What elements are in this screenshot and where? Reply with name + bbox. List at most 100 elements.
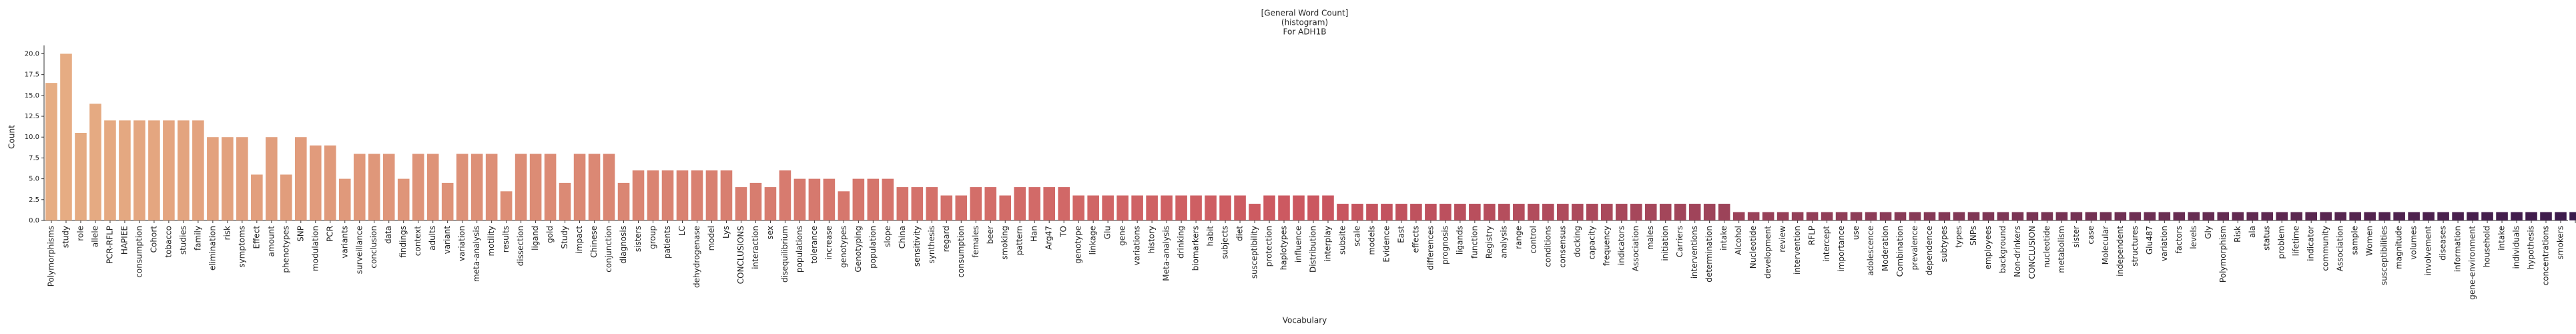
bar — [1688, 204, 1701, 220]
bar — [1381, 204, 1393, 220]
bar — [1337, 204, 1349, 220]
x-tick-label: CONCLUSION — [2027, 226, 2037, 279]
x-tick-label: effects — [1411, 226, 1420, 253]
x-tick-label: importance — [1837, 226, 1846, 272]
x-tick-label: regard — [942, 226, 951, 252]
x-tick-label: intervention — [1793, 226, 1802, 275]
x-tick-label: findings — [398, 226, 408, 258]
bar — [691, 170, 703, 220]
x-tick-label: impact — [575, 226, 584, 254]
x-tick-label: employees — [1983, 226, 1993, 269]
x-tick-label: subjects — [1221, 226, 1230, 259]
bar — [178, 120, 190, 220]
y-tick-label: 20.0 — [25, 50, 39, 57]
x-tick-label: susceptibilities — [2380, 226, 2389, 285]
x-tick-label: variant — [442, 226, 452, 255]
bar — [1762, 212, 1775, 220]
y-tick-label: 10.0 — [25, 134, 39, 141]
bar — [309, 145, 322, 220]
x-tick-label: gene-environment — [2468, 226, 2477, 300]
x-tick-label: structures — [2130, 226, 2140, 267]
bar — [2496, 212, 2508, 220]
x-tick-label: interplay — [1323, 226, 1332, 261]
x-tick-label: pattern — [1015, 226, 1024, 255]
x-tick-label: sisters — [633, 226, 643, 252]
x-tick-label: motility — [487, 226, 496, 257]
bar — [280, 174, 292, 220]
x-tick-label: scale — [1352, 226, 1361, 246]
x-tick-label: nucleotide — [2042, 226, 2051, 268]
bar — [1072, 195, 1084, 220]
bar — [1674, 204, 1686, 220]
x-tick-label: Gly — [2204, 226, 2213, 239]
x-tick-label: TO — [1059, 226, 1068, 238]
x-tick-label: disequilibrium — [780, 226, 789, 283]
x-tick-label: genotype — [1074, 226, 1083, 264]
x-tick-label: control — [1528, 226, 1538, 254]
bar — [222, 137, 234, 220]
x-tick-label: analysis — [1499, 226, 1508, 259]
bar — [2070, 212, 2083, 220]
x-tick-label: information — [2453, 226, 2463, 272]
x-tick-label: influence — [1294, 226, 1303, 263]
bar — [1850, 212, 1863, 220]
x-tick-label: interaction — [751, 226, 760, 269]
x-tick-label: Effect — [252, 226, 261, 249]
bar — [119, 120, 131, 220]
bar — [926, 187, 938, 220]
bar — [353, 154, 366, 220]
bar — [2511, 212, 2523, 220]
bar — [2437, 212, 2449, 220]
x-tick-label: smoking — [1000, 226, 1010, 260]
x-tick-label: Polymorphisms — [46, 226, 55, 287]
x-tick-label: Association — [2336, 226, 2345, 271]
bar — [2202, 212, 2215, 220]
x-tick-label: females — [971, 226, 980, 258]
bar — [1469, 204, 1481, 220]
bar — [426, 154, 439, 220]
bar — [1835, 212, 1848, 220]
bar — [955, 195, 968, 220]
x-tick-label: Glu487 — [2145, 226, 2154, 255]
bar — [368, 154, 380, 220]
bar — [1293, 195, 1305, 220]
x-tick-label: use — [1851, 226, 1861, 240]
bar — [2100, 212, 2112, 220]
x-tick-label: biomarkers — [1191, 226, 1201, 271]
bar — [2144, 212, 2156, 220]
bar — [1249, 204, 1261, 220]
bar — [1043, 187, 1055, 220]
bar — [793, 178, 806, 220]
bar — [2378, 212, 2390, 220]
x-tick-label: conclusion — [369, 226, 378, 269]
bar — [2349, 212, 2361, 220]
bar — [441, 182, 454, 220]
bar — [603, 154, 615, 220]
bar — [251, 174, 263, 220]
bar — [2055, 212, 2068, 220]
x-tick-label: studies — [178, 226, 188, 255]
bar — [2261, 212, 2274, 220]
bar — [1747, 212, 1760, 220]
x-axis-label: Vocabulary — [1283, 316, 1327, 325]
bar — [2246, 212, 2259, 220]
x-tick-label: Study — [560, 226, 569, 249]
bar — [1161, 195, 1173, 220]
bar — [647, 170, 659, 220]
bar — [75, 133, 87, 220]
x-tick-label: Arg47 — [1044, 226, 1054, 250]
x-tick-label: determination — [1704, 226, 1714, 283]
x-tick-label: Registry — [1484, 226, 1494, 259]
bar — [2334, 212, 2346, 220]
x-tick-label: results — [501, 226, 511, 253]
x-tick-label: differences — [1425, 226, 1435, 271]
x-tick-label: involvement — [2424, 226, 2433, 276]
bar — [1865, 212, 1877, 220]
x-tick-label: variants — [340, 226, 349, 259]
bar — [1439, 204, 1452, 220]
x-tick-label: dissection — [516, 226, 525, 266]
x-tick-label: populations — [795, 226, 804, 273]
x-tick-label: prognosis — [1440, 226, 1450, 265]
y-axis-label: Count — [7, 125, 17, 149]
bar — [1410, 204, 1422, 220]
